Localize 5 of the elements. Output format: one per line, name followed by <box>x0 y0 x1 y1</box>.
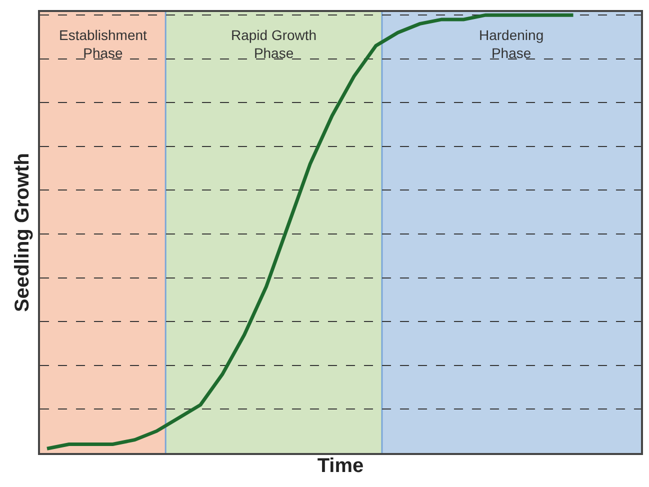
annotation: Rapid Growth Phase <box>231 27 317 62</box>
x-axis-title: Time <box>317 454 364 477</box>
annotation: Hardening Phase <box>479 27 544 62</box>
annotation: Establishment Phase <box>59 27 148 62</box>
y-axis-title: Seedling Growth <box>11 153 34 312</box>
